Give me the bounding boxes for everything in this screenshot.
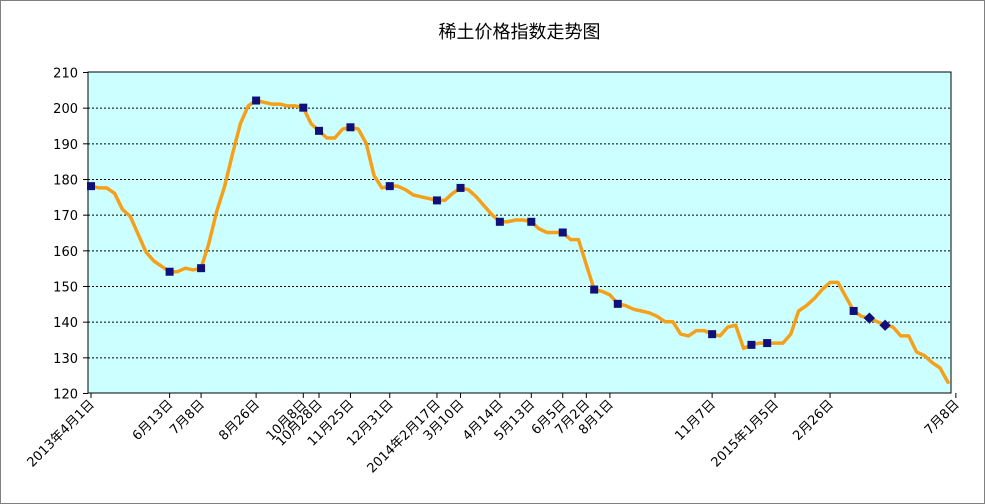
data-point-marker <box>495 217 504 226</box>
data-point-marker <box>527 217 536 226</box>
data-point-marker <box>849 306 858 315</box>
y-tick-label: 140 <box>53 316 78 331</box>
x-tick-label: 2013年4月1日 <box>25 397 98 470</box>
x-tick-label: 11月7日 <box>672 397 719 444</box>
data-point-marker <box>456 183 465 192</box>
x-tick-label: 2015年1月5日 <box>709 397 782 470</box>
y-tick-label: 200 <box>53 102 78 117</box>
data-point-marker <box>197 264 206 273</box>
data-point-marker <box>315 126 324 135</box>
data-point-marker <box>747 340 756 349</box>
data-point-marker <box>346 123 355 132</box>
data-point-marker <box>165 267 174 276</box>
plot-area <box>87 71 952 394</box>
data-point-marker <box>558 228 567 237</box>
marker-group <box>87 96 891 349</box>
data-point-marker <box>252 96 261 105</box>
x-tick-label: 2月26日 <box>790 397 837 444</box>
y-tick-label: 150 <box>53 281 78 296</box>
data-point-marker <box>863 312 876 324</box>
y-axis: 120 130 140 150 160 170 180 190 200 210 <box>53 67 88 403</box>
y-tick-label: 160 <box>53 245 78 260</box>
y-tick-label: 170 <box>53 209 78 224</box>
data-point-marker <box>87 182 95 191</box>
data-point-marker <box>708 330 717 339</box>
data-point-marker <box>299 103 308 112</box>
y-tick-label: 180 <box>53 174 78 189</box>
y-tick-label: 130 <box>53 352 78 367</box>
data-point-marker <box>385 182 394 191</box>
chart-title: 稀土价格指数走势图 <box>439 22 601 43</box>
x-tick-label: 6月13日 <box>130 397 177 444</box>
data-point-marker <box>763 339 772 348</box>
x-tick-label: 8月26日 <box>216 397 263 444</box>
y-tick-label: 190 <box>53 138 78 153</box>
y-tick-label: 210 <box>53 67 78 82</box>
data-point-marker <box>432 196 441 205</box>
series-group <box>89 98 950 385</box>
data-point-marker <box>590 285 599 294</box>
series-line <box>89 98 950 385</box>
x-tick-label: 7月8日 <box>922 397 963 438</box>
x-tick-label: 7月8日 <box>167 397 208 438</box>
data-point-marker <box>879 319 891 331</box>
y-tick-label: 120 <box>53 388 78 403</box>
data-point-marker <box>613 299 622 308</box>
